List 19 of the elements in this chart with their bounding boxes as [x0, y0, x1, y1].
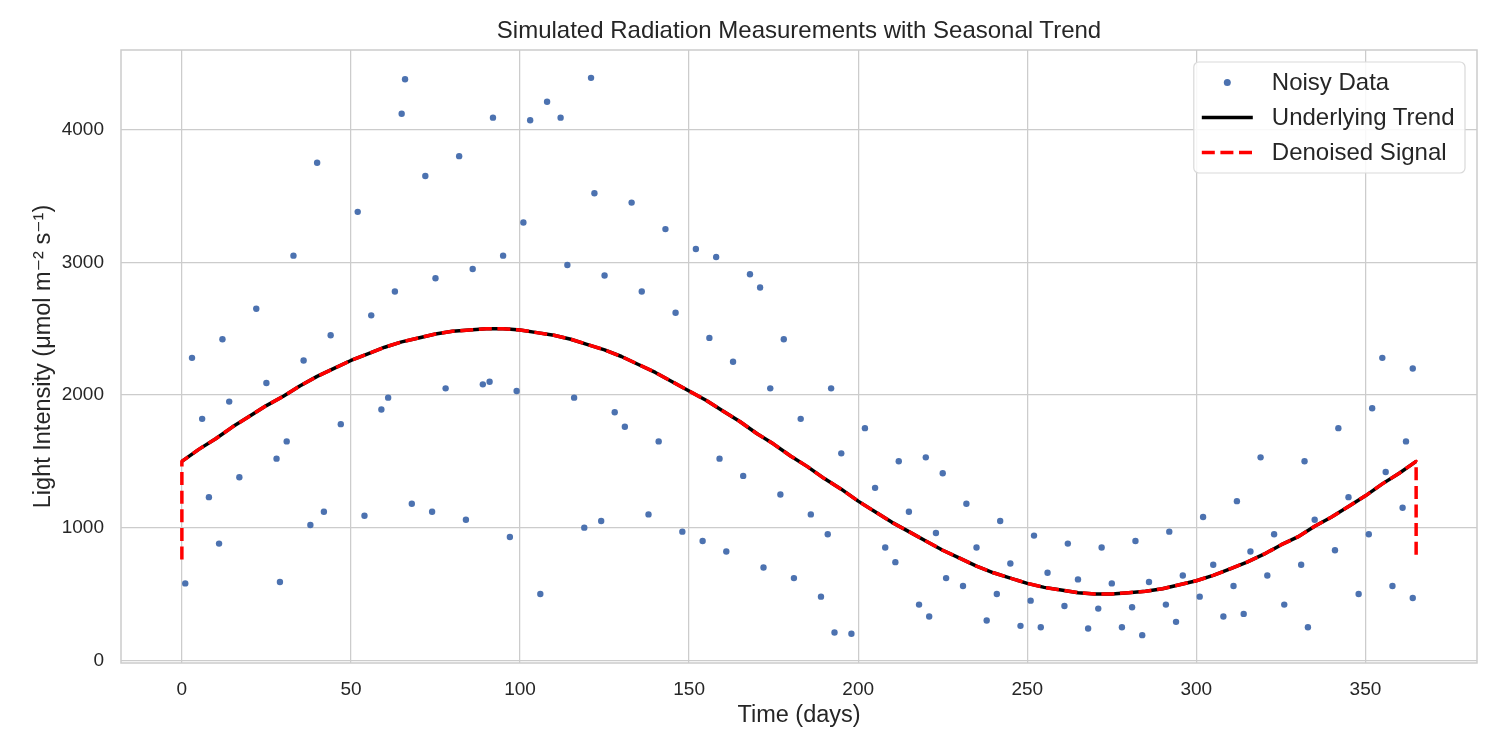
legend-label: Denoised Signal [1271, 138, 1447, 166]
x-tick-label: 50 [340, 677, 362, 699]
y-tick-label: 3000 [61, 250, 104, 272]
y-tick-label: 0 [93, 648, 104, 670]
x-tick-label: 250 [1011, 677, 1044, 699]
x-tick-label: 200 [842, 677, 875, 699]
y-tick-label: 1000 [61, 515, 104, 537]
x-tick-label: 300 [1180, 677, 1213, 699]
chart-title: Simulated Radiation Measurements with Seasonal Trend [496, 15, 1102, 43]
y-tick-label: 4000 [61, 117, 104, 139]
legend-label: Noisy Data [1271, 68, 1390, 96]
y-tick-label: 2000 [61, 383, 104, 405]
y-axis-title: Light Intensity (μmol m⁻² s⁻¹) [28, 204, 55, 509]
legend-label: Underlying Trend [1271, 103, 1455, 131]
x-axis-title: Time (days) [737, 701, 861, 728]
x-tick-label: 0 [176, 677, 188, 699]
x-tick-label: 350 [1349, 677, 1382, 699]
x-tick-label: 150 [673, 677, 705, 699]
x-tick-label: 100 [504, 677, 536, 699]
